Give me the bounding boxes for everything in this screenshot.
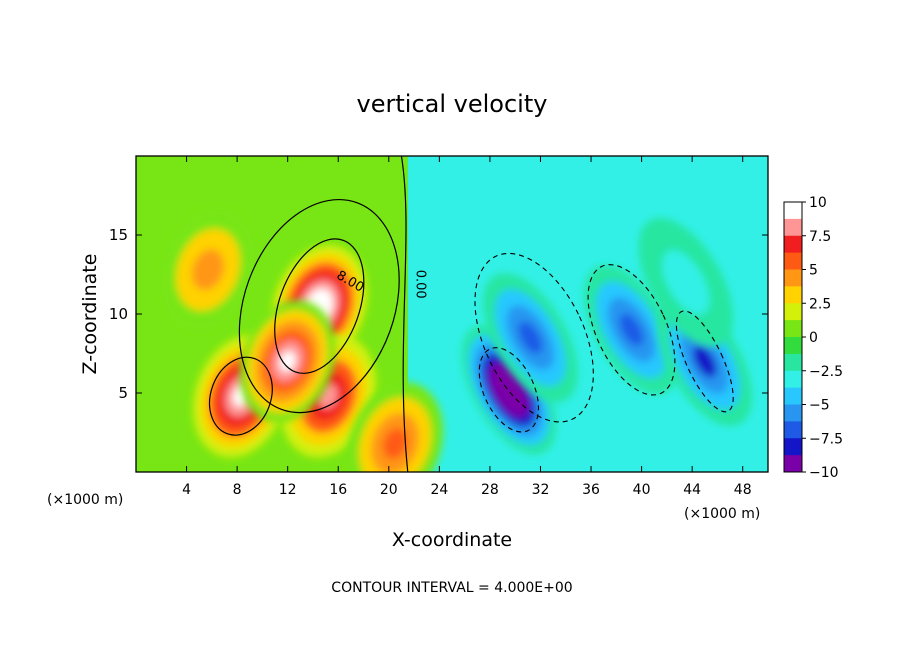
x-tick-label: 32 xyxy=(532,482,550,498)
colorbar-swatch xyxy=(784,218,802,237)
colorbar-swatch xyxy=(784,455,802,473)
y-tick-label: 15 xyxy=(109,226,128,244)
x-tick-label: 28 xyxy=(481,482,499,498)
field-feature xyxy=(461,325,557,455)
field-feature xyxy=(584,265,679,395)
x-tick-label: 20 xyxy=(380,482,398,498)
contour-label-0: 0.00 xyxy=(413,270,428,299)
x-axis-label: X-coordinate xyxy=(392,529,512,551)
field-feature xyxy=(239,300,336,423)
colorbar-swatch xyxy=(784,269,802,287)
x-tick-label: 12 xyxy=(279,482,297,498)
colorbar-swatch xyxy=(784,421,802,439)
contour-solid xyxy=(238,198,400,414)
colorbar: 10 7.5 5 2.5 0 −2.5 −5 −7.5 −10 xyxy=(783,195,843,481)
colorbar-swatch xyxy=(784,353,802,372)
colorbar-swatch xyxy=(784,438,802,456)
velocity-field xyxy=(136,156,768,472)
x-tick-label: 36 xyxy=(582,482,600,498)
x-tick-label: 4 xyxy=(182,482,191,498)
field-feature xyxy=(483,273,578,403)
x-unit-right: (×1000 m) xyxy=(684,506,760,522)
x-unit-left: (×1000 m) xyxy=(47,492,123,508)
contour-interval-note: CONTOUR INTERVAL = 4.000E+00 xyxy=(331,580,572,596)
x-tick-label: 8 xyxy=(233,482,242,498)
colorbar-tick-label: −7.5 xyxy=(809,431,843,447)
y-axis: 5 10 15 xyxy=(109,226,768,402)
colorbar-swatch xyxy=(784,303,802,321)
field-feature xyxy=(160,208,256,331)
colorbar-tick-label: −5 xyxy=(809,398,830,414)
x-axis: 4 8 12 16 20 24 28 32 36 40 44 48 xyxy=(182,156,752,498)
colorbar-swatch xyxy=(784,235,802,254)
contour-dashed xyxy=(478,347,540,433)
colorbar-tick-label: 0 xyxy=(809,330,818,346)
chart-title: vertical velocity xyxy=(357,90,548,118)
colorbar-tick-label: 2.5 xyxy=(809,296,831,312)
x-tick-label: 48 xyxy=(734,482,752,498)
colorbar-tick-label: 10 xyxy=(809,195,827,211)
colorbar-tick-label: 7.5 xyxy=(809,229,831,245)
colorbar-swatch xyxy=(784,202,802,220)
x-tick-label: 16 xyxy=(329,482,347,498)
colorbar-tick-label: −2.5 xyxy=(809,364,843,380)
colorbar-swatch xyxy=(784,320,802,338)
colorbar-tick-label: 5 xyxy=(809,263,818,279)
colorbar-swatch xyxy=(784,252,802,270)
colorbar-tick-label: −10 xyxy=(809,465,839,481)
contour-zero xyxy=(400,156,409,472)
contour-solid xyxy=(208,356,273,436)
x-tick-label: 44 xyxy=(683,482,701,498)
contour-dashed xyxy=(587,264,676,396)
x-tick-label: 24 xyxy=(430,482,448,498)
x-tick-label: 40 xyxy=(633,482,651,498)
colorbar-swatch xyxy=(784,337,802,355)
y-tick-label: 5 xyxy=(118,384,128,402)
colorbar-swatch xyxy=(784,404,802,422)
colorbar-swatch xyxy=(784,370,802,389)
field-feature xyxy=(638,217,734,347)
y-tick-label: 10 xyxy=(109,305,128,323)
contour-solid xyxy=(274,238,365,374)
contour-dashed xyxy=(675,310,734,413)
y-axis-label: Z-coordinate xyxy=(79,254,101,375)
colorbar-swatch xyxy=(784,286,802,304)
colorbar-swatch xyxy=(784,387,802,405)
